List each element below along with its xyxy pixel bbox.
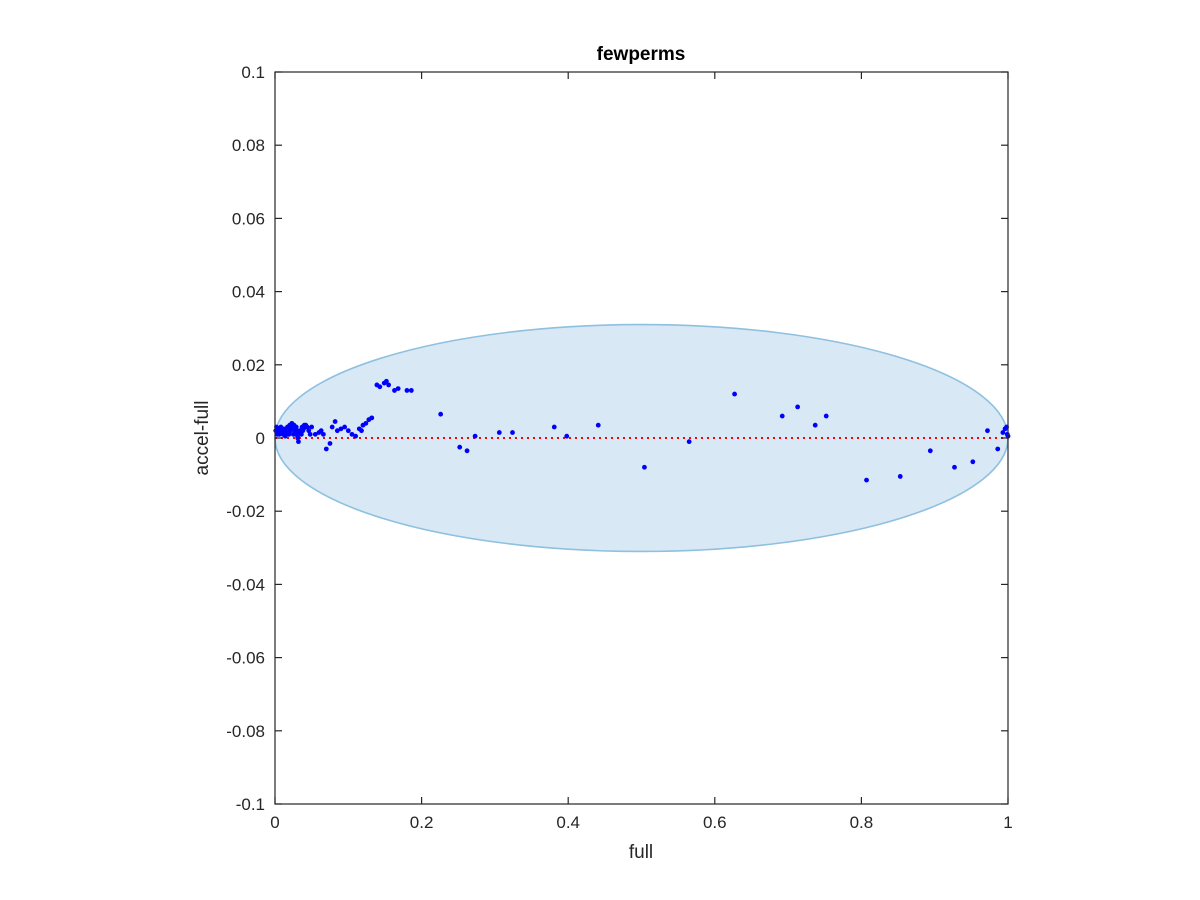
x-tick-label: 0.2 xyxy=(410,813,434,832)
data-point xyxy=(296,439,301,445)
data-point xyxy=(329,424,335,430)
data-point xyxy=(823,413,829,419)
data-point xyxy=(779,413,785,419)
x-tick-label: 0.4 xyxy=(556,813,580,832)
data-point xyxy=(595,422,601,428)
data-point xyxy=(295,435,301,441)
x-tick-label: 0.8 xyxy=(850,813,874,832)
data-point xyxy=(306,428,312,434)
data-point xyxy=(301,426,306,432)
data-point xyxy=(408,388,414,393)
data-point xyxy=(551,424,557,430)
data-point xyxy=(309,424,315,430)
y-tick-label: 0.08 xyxy=(232,136,265,155)
chart-title: fewperms xyxy=(597,44,686,65)
data-point xyxy=(282,433,288,439)
data-point xyxy=(307,431,313,437)
data-point xyxy=(318,428,324,434)
y-tick-label: 0.04 xyxy=(232,283,265,302)
data-point xyxy=(952,464,957,470)
x-tick-label: 0.6 xyxy=(703,813,727,832)
data-point xyxy=(464,448,470,454)
data-point xyxy=(323,446,329,452)
data-point xyxy=(795,404,801,410)
data-point xyxy=(1000,430,1006,435)
y-tick-label: 0.1 xyxy=(241,63,265,82)
data-point xyxy=(642,464,647,470)
y-tick-label: -0.06 xyxy=(226,649,265,668)
data-point xyxy=(363,420,369,426)
y-tick-label: -0.04 xyxy=(226,575,265,594)
y-tick-label: -0.02 xyxy=(226,502,265,521)
y-tick-label: -0.1 xyxy=(236,795,265,814)
data-point xyxy=(332,419,338,424)
data-point xyxy=(345,428,351,434)
data-point xyxy=(927,448,933,454)
data-point xyxy=(353,433,359,439)
data-point xyxy=(457,444,463,450)
data-point xyxy=(864,477,869,483)
data-point xyxy=(386,382,392,388)
data-point xyxy=(377,384,383,390)
data-point xyxy=(686,439,692,445)
data-point xyxy=(438,411,444,417)
data-point xyxy=(338,426,344,432)
x-tick-label: 1 xyxy=(1003,813,1012,832)
data-point xyxy=(564,433,570,439)
data-point xyxy=(985,428,990,434)
data-point xyxy=(349,431,355,437)
data-point xyxy=(404,388,410,393)
data-point xyxy=(359,428,364,434)
y-tick-label: 0.02 xyxy=(232,356,265,375)
y-tick-label: 0.06 xyxy=(232,209,265,228)
data-point xyxy=(342,424,348,430)
data-point xyxy=(970,459,976,465)
data-point xyxy=(732,391,737,397)
data-point xyxy=(298,431,304,437)
data-point xyxy=(510,430,515,435)
data-point xyxy=(293,424,299,430)
data-point xyxy=(395,386,401,391)
data-point xyxy=(369,415,375,421)
data-point xyxy=(327,441,333,446)
data-point xyxy=(320,431,326,437)
x-tick-label: 0 xyxy=(270,813,279,832)
y-tick-label: -0.08 xyxy=(226,722,265,741)
data-point xyxy=(304,424,310,430)
y-axis-label: accel-full xyxy=(192,401,213,476)
data-point xyxy=(384,378,389,384)
x-axis-label: full xyxy=(629,842,653,863)
data-point xyxy=(286,431,292,437)
data-point xyxy=(392,388,397,393)
y-tick-label: 0 xyxy=(256,429,265,448)
data-point xyxy=(812,422,818,428)
data-point xyxy=(995,446,1001,452)
data-point xyxy=(496,430,502,435)
data-point xyxy=(334,428,340,434)
data-point xyxy=(897,474,903,479)
data-point xyxy=(472,433,478,439)
data-point xyxy=(293,431,298,437)
data-point xyxy=(312,431,318,437)
